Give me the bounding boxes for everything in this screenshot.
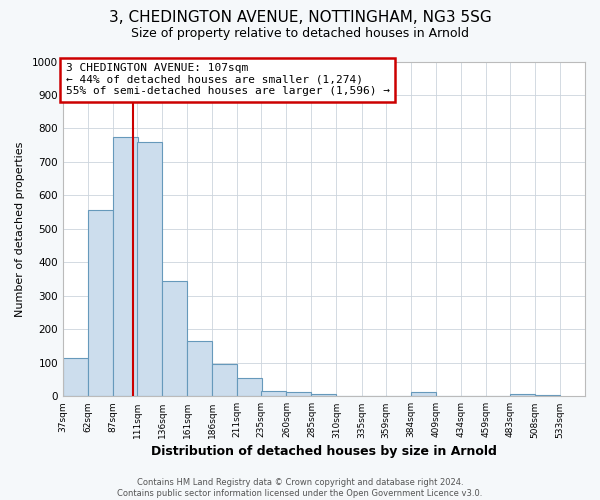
X-axis label: Distribution of detached houses by size in Arnold: Distribution of detached houses by size … (151, 444, 497, 458)
Text: Contains HM Land Registry data © Crown copyright and database right 2024.
Contai: Contains HM Land Registry data © Crown c… (118, 478, 482, 498)
Bar (237, 378, 262, 396)
Bar (187, 341, 212, 396)
Bar (535, 394, 560, 396)
Bar (311, 394, 337, 396)
Bar (212, 364, 237, 396)
Y-axis label: Number of detached properties: Number of detached properties (15, 141, 25, 316)
Bar (88, 210, 113, 396)
Bar (410, 392, 436, 396)
Bar (510, 394, 535, 396)
Text: Size of property relative to detached houses in Arnold: Size of property relative to detached ho… (131, 28, 469, 40)
Bar (286, 392, 311, 396)
Bar (162, 281, 187, 396)
Text: 3 CHEDINGTON AVENUE: 107sqm
← 44% of detached houses are smaller (1,274)
55% of : 3 CHEDINGTON AVENUE: 107sqm ← 44% of det… (65, 63, 389, 96)
Bar (113, 137, 138, 396)
Bar (63, 358, 88, 397)
Text: 3, CHEDINGTON AVENUE, NOTTINGHAM, NG3 5SG: 3, CHEDINGTON AVENUE, NOTTINGHAM, NG3 5S… (109, 10, 491, 25)
Bar (262, 392, 286, 396)
Bar (137, 142, 162, 397)
